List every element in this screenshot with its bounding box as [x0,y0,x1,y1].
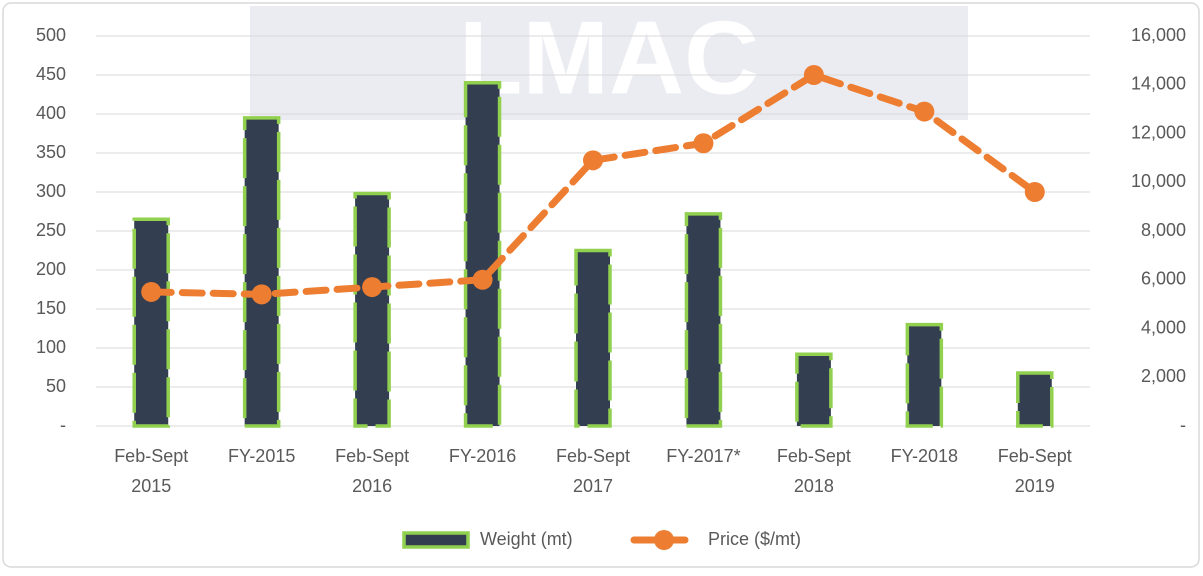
legend-bar-icon [402,531,470,549]
y-tick-label: 400 [36,103,66,123]
y-tick-label: 200 [36,259,66,279]
y2-tick-label: 16,000 [1131,25,1186,45]
x-tick-label: Feb-Sept 2017 [556,446,630,496]
price-point [693,133,714,154]
y-tick-label: - [60,415,66,435]
y-tick-label: 250 [36,220,66,240]
legend-label: Price ($/mt) [708,529,801,549]
bar [574,248,612,428]
y2-tick-label: 12,000 [1131,122,1186,142]
y2-tick-label: - [1180,415,1186,435]
x-tick-label: FY-2015 [228,446,295,466]
price-point [583,150,603,171]
bar [795,352,833,428]
y2-tick-label: 2,000 [1141,366,1186,386]
x-tick-label: FY-2018 [891,446,958,466]
bar [242,116,281,428]
bar [463,81,502,428]
price-point [141,281,162,302]
x-tick-label: Feb-Sept 2015 [114,446,188,496]
bar [1016,371,1054,428]
y-tick-label: 300 [36,181,66,201]
price-point [472,269,493,290]
price-point [914,101,935,122]
legend-point-icon [654,530,674,550]
x-tick-label: FY-2016 [449,446,516,466]
y2-tick-label: 8,000 [1141,220,1186,240]
y-tick-label: 500 [36,25,66,45]
y-tick-label: 450 [36,64,66,84]
watermark-box [250,6,968,120]
x-tick-label: Feb-Sept 2016 [335,446,409,496]
x-tick-label: Feb-Sept 2019 [998,446,1072,496]
y2-tick-label: 14,000 [1131,74,1186,94]
y-tick-label: 100 [36,337,66,357]
price-point [362,277,383,298]
price-point [251,284,272,305]
bar [905,322,944,428]
y-tick-label: 50 [46,376,66,396]
y-tick-label: 350 [36,142,66,162]
watermark: LMAC [459,0,759,116]
price-point [803,65,824,85]
legend-label: Weight (mt) [480,529,573,549]
x-tick-label: FY-2017* [666,446,740,466]
x-tick-label: Feb-Sept 2018 [777,446,851,496]
bar [353,191,391,428]
y2-tick-label: 6,000 [1141,269,1186,289]
price-point [1024,182,1045,202]
bar [132,217,170,428]
bar [684,212,723,428]
y2-tick-label: 4,000 [1141,317,1186,337]
y2-tick-label: 10,000 [1131,171,1186,191]
y-tick-label: 150 [36,298,66,318]
